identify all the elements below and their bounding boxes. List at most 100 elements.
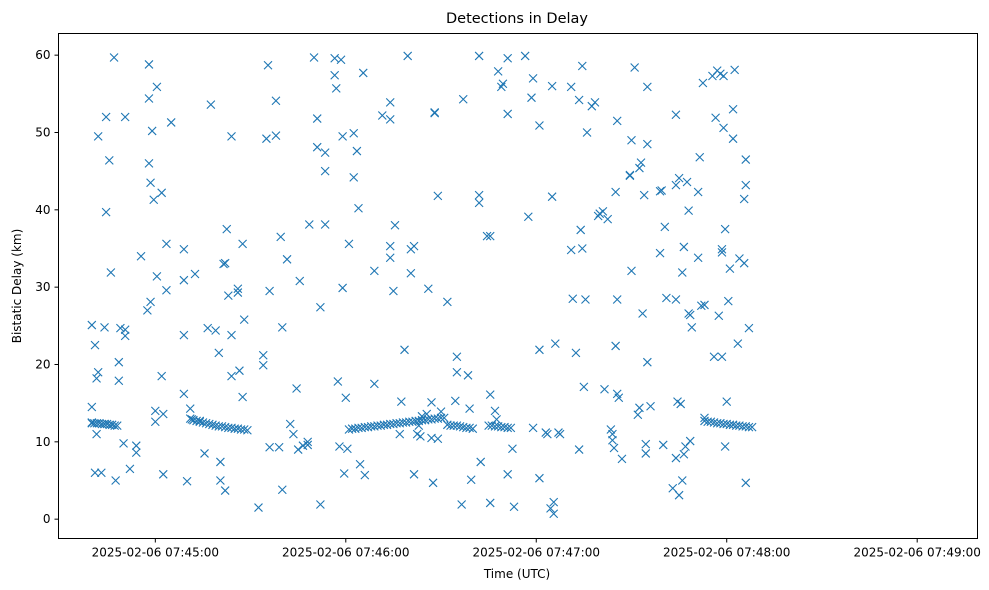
- y-tick-label: 0: [43, 512, 51, 526]
- detection-point: [635, 163, 644, 173]
- detection-point: [385, 114, 395, 124]
- detection-point: [147, 126, 157, 136]
- detection-point: [674, 490, 684, 500]
- detection-point: [476, 457, 486, 467]
- detection-point: [725, 264, 735, 273]
- detection-point: [162, 285, 171, 295]
- detection-point: [741, 478, 751, 488]
- detection-point: [219, 259, 228, 269]
- detection-point: [655, 186, 665, 196]
- detection-point: [360, 470, 370, 480]
- detection-point: [396, 397, 406, 407]
- detection-point: [104, 155, 114, 165]
- detection-point: [352, 146, 362, 156]
- detection-point: [719, 71, 728, 81]
- detection-point: [662, 293, 671, 303]
- detection-point: [331, 84, 341, 93]
- detection-point: [490, 406, 500, 416]
- detection-point: [292, 384, 301, 393]
- detection-point: [547, 192, 557, 202]
- detection-point: [157, 188, 167, 198]
- detection-point: [316, 500, 325, 509]
- detection-point: [657, 186, 667, 195]
- detection-point: [608, 429, 617, 439]
- detection-point: [265, 286, 274, 296]
- detection-point: [614, 393, 624, 403]
- detection-point: [162, 239, 171, 249]
- detection-point: [150, 417, 160, 427]
- detection-point: [369, 266, 379, 276]
- detection-point: [206, 100, 216, 110]
- detection-point: [335, 442, 344, 451]
- detection-point: [641, 439, 651, 449]
- detection-point: [152, 82, 162, 92]
- detection-point: [149, 195, 159, 205]
- detection-point: [638, 309, 647, 318]
- detection-point: [271, 131, 281, 140]
- detection-point: [671, 180, 681, 190]
- detection-point: [660, 222, 670, 232]
- detection-point: [603, 214, 613, 224]
- detection-point: [336, 55, 346, 65]
- detection-point: [303, 437, 313, 447]
- detection-point: [485, 231, 495, 241]
- detection-point: [222, 224, 232, 234]
- detection-point: [474, 190, 484, 200]
- detection-point: [642, 357, 652, 367]
- detection-point: [723, 296, 733, 306]
- detection-point: [608, 435, 617, 445]
- detection-point: [722, 397, 732, 407]
- detection-point: [465, 423, 474, 433]
- detection-point: [96, 468, 106, 478]
- detection-point: [185, 404, 195, 413]
- detection-point: [450, 396, 460, 406]
- detection-point: [503, 469, 513, 479]
- detection-point: [546, 503, 555, 513]
- detection-point: [316, 302, 325, 312]
- detection-point: [136, 251, 146, 261]
- detection-point: [223, 291, 233, 301]
- detection-point: [574, 95, 584, 105]
- detection-point: [158, 409, 168, 419]
- detection-point: [400, 345, 409, 355]
- detection-point: [146, 178, 155, 188]
- detection-point: [684, 206, 694, 215]
- detection-point: [579, 382, 589, 392]
- detection-point: [439, 413, 449, 423]
- detection-point: [330, 70, 340, 80]
- detection-point: [182, 476, 192, 486]
- detection-point: [581, 295, 590, 304]
- detection-point: [574, 445, 584, 454]
- detection-point: [377, 111, 387, 120]
- detection-point: [409, 469, 419, 479]
- detection-point: [152, 271, 162, 281]
- y-tick-label: 60: [35, 48, 50, 62]
- detection-point: [577, 244, 587, 253]
- detection-point: [101, 207, 111, 217]
- detection-point: [433, 191, 443, 201]
- detection-point: [523, 212, 533, 222]
- y-tick-label: 10: [35, 435, 50, 449]
- detection-point: [344, 239, 354, 249]
- detection-point: [385, 241, 395, 251]
- x-axis: 2025-02-06 07:45:00 2025-02-06 07:46:00 20…: [92, 538, 981, 560]
- detection-point: [227, 131, 236, 141]
- detection-point: [709, 352, 719, 362]
- detection-point: [220, 258, 230, 268]
- detection-point: [120, 325, 130, 335]
- detection-point: [304, 220, 314, 229]
- detection-point: [227, 330, 236, 340]
- detection-point: [131, 448, 141, 458]
- detection-point: [555, 429, 565, 439]
- detection-point: [474, 51, 484, 61]
- detection-point: [220, 486, 230, 495]
- detection-point: [227, 371, 236, 381]
- detection-point: [179, 275, 189, 285]
- detection-point: [233, 288, 243, 297]
- detection-point: [262, 134, 271, 144]
- detection-point: [590, 97, 600, 107]
- detection-point: [349, 128, 359, 138]
- detection-point: [485, 498, 495, 508]
- detection-point: [216, 476, 225, 485]
